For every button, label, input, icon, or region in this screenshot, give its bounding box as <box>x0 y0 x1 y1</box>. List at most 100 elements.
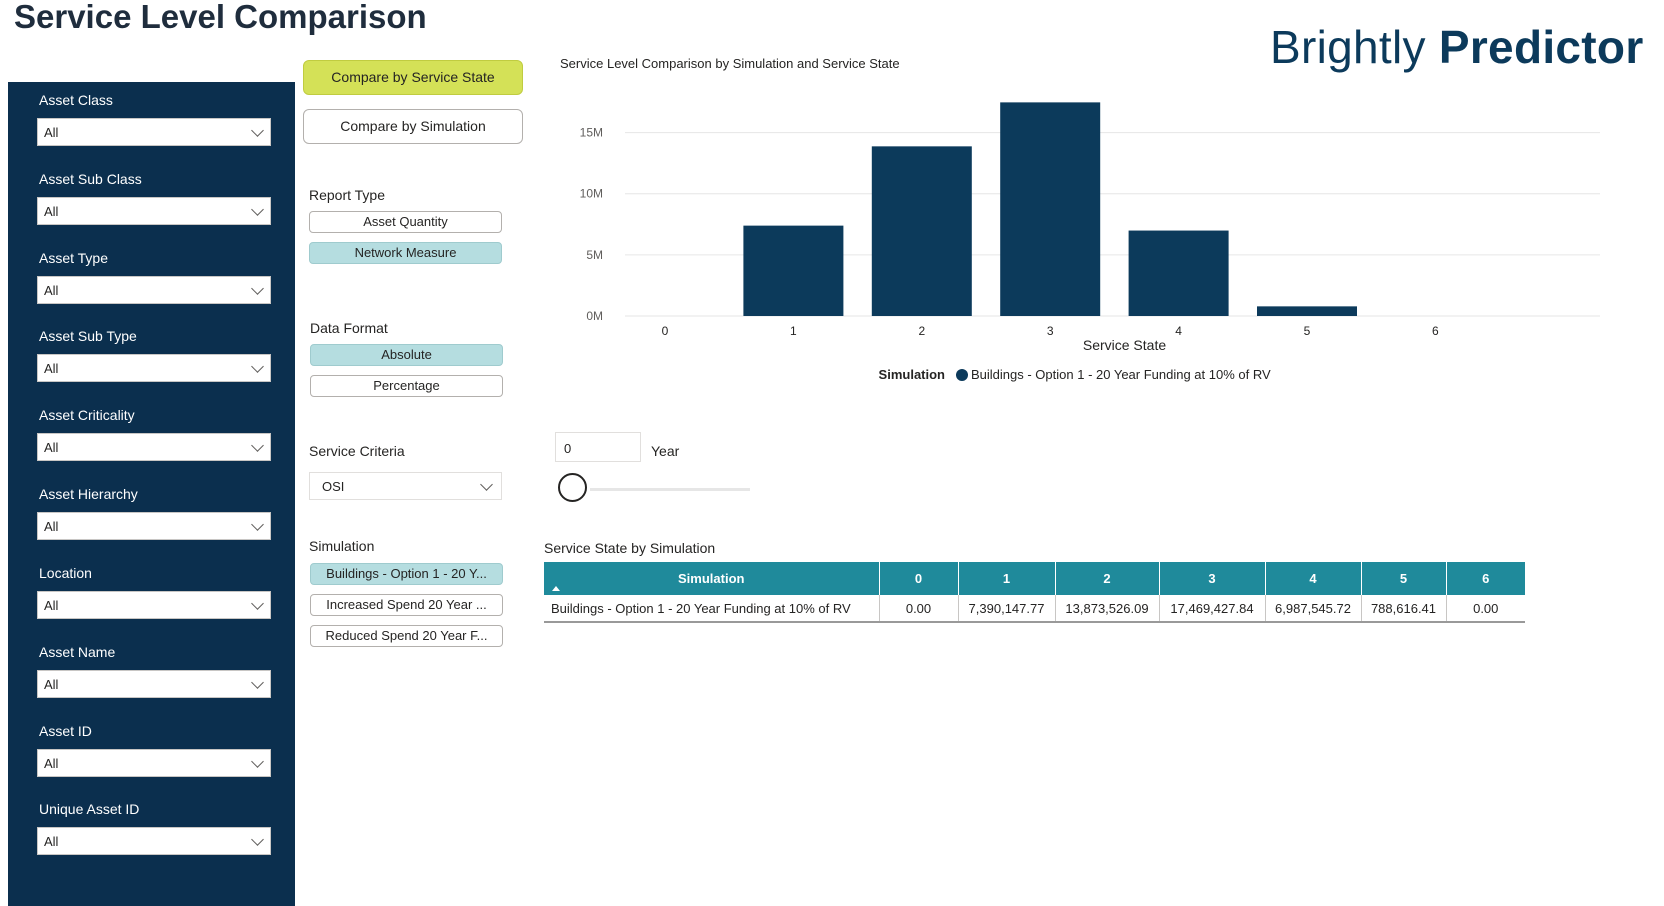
bar-state-2[interactable] <box>871 146 972 316</box>
chart-title: Service Level Comparison by Simulation a… <box>560 56 900 71</box>
table-cell: 788,616.41 <box>1361 595 1447 623</box>
dropdown-value: All <box>44 834 59 849</box>
dropdown-value: All <box>44 756 59 771</box>
x-tick-label: 0 <box>662 324 669 338</box>
compare-by-service-state-button[interactable]: Compare by Service State <box>303 60 523 95</box>
service-criteria-label: Service Criteria <box>309 443 405 459</box>
table-row: Buildings - Option 1 - 20 Year Funding a… <box>544 595 1525 623</box>
simulation-label: Simulation <box>309 538 375 554</box>
dropdown-value: All <box>44 519 59 534</box>
filter-label: Asset Sub Type <box>39 328 137 344</box>
column-header[interactable]: Simulation <box>544 562 880 595</box>
asset-sub-type-dropdown[interactable]: All <box>37 354 271 382</box>
column-header[interactable]: 0 <box>879 562 959 595</box>
service-criteria-value: OSI <box>322 479 345 494</box>
filter-label: Asset Criticality <box>39 407 135 423</box>
column-header[interactable]: 5 <box>1361 562 1447 595</box>
dropdown-value: All <box>44 677 59 692</box>
asset-sub-class-dropdown[interactable]: All <box>37 197 271 225</box>
chevron-down-icon <box>251 676 264 689</box>
service-level-bar-chart: 0M5M10M15MNetwork Measure0123456Service … <box>580 102 1600 382</box>
filter-label: Asset Name <box>39 644 116 660</box>
brand-name-part2: Predictor <box>1438 21 1644 73</box>
legend-marker <box>956 369 968 381</box>
table-cell: 0.00 <box>1446 595 1525 623</box>
location-dropdown[interactable]: All <box>37 591 271 619</box>
data-format-percentage[interactable]: Percentage <box>310 375 503 397</box>
data-format-label: Data Format <box>310 320 388 336</box>
service-state-table: Simulation 0 1 2 3 4 5 6 Buildings - Option 1 -… <box>544 562 1525 623</box>
x-tick-label: 5 <box>1304 324 1311 338</box>
asset-id-dropdown[interactable]: All <box>37 749 271 777</box>
year-slider-handle[interactable] <box>558 473 587 502</box>
filter-label: Location <box>39 565 92 581</box>
asset-class-dropdown[interactable]: All <box>37 118 271 146</box>
asset-type-dropdown[interactable]: All <box>37 276 271 304</box>
chevron-down-icon <box>480 478 493 491</box>
filter-label: Asset Sub Class <box>39 171 142 187</box>
chevron-down-icon <box>251 124 264 137</box>
column-header[interactable]: 1 <box>958 562 1056 595</box>
chevron-down-icon <box>251 518 264 531</box>
year-input[interactable]: 0 <box>555 432 641 462</box>
asset-hierarchy-dropdown[interactable]: All <box>37 512 271 540</box>
y-tick-label: 5M <box>586 248 603 262</box>
chevron-down-icon <box>251 203 264 216</box>
y-tick-label: 0M <box>586 309 603 323</box>
chevron-down-icon <box>251 833 264 846</box>
report-type-asset-quantity[interactable]: Asset Quantity <box>309 211 502 233</box>
asset-criticality-dropdown[interactable]: All <box>37 433 271 461</box>
chevron-down-icon <box>251 597 264 610</box>
brand-name-part1: Brightly <box>1270 21 1439 73</box>
column-header[interactable]: 2 <box>1055 562 1160 595</box>
chevron-down-icon <box>251 439 264 452</box>
chevron-down-icon <box>251 360 264 373</box>
compare-by-simulation-button[interactable]: Compare by Simulation <box>303 109 523 144</box>
bar-state-5[interactable] <box>1257 306 1357 316</box>
brand-logo: Brightly Predictor <box>1270 20 1644 74</box>
year-label: Year <box>651 443 680 459</box>
x-tick-label: 6 <box>1432 324 1439 338</box>
simulation-option-1[interactable]: Buildings - Option 1 - 20 Y... <box>310 563 503 585</box>
dropdown-value: All <box>44 598 59 613</box>
y-tick-label: 10M <box>580 187 603 201</box>
column-header[interactable]: 4 <box>1265 562 1362 595</box>
data-format-absolute[interactable]: Absolute <box>310 344 503 366</box>
dropdown-value: All <box>44 204 59 219</box>
bar-state-1[interactable] <box>743 225 844 316</box>
table-cell: 17,469,427.84 <box>1159 595 1266 623</box>
legend-title: Simulation <box>879 367 946 382</box>
table-header-row: Simulation 0 1 2 3 4 5 6 <box>544 562 1525 595</box>
service-criteria-dropdown[interactable]: OSI <box>309 472 502 500</box>
x-axis-label: Service State <box>1083 337 1166 353</box>
table-cell: 13,873,526.09 <box>1055 595 1160 623</box>
table-cell: Buildings - Option 1 - 20 Year Funding a… <box>544 595 880 623</box>
x-tick-label: 4 <box>1175 324 1182 338</box>
page-title: Service Level Comparison <box>14 0 427 35</box>
report-type-label: Report Type <box>309 187 386 203</box>
chevron-down-icon <box>251 282 264 295</box>
simulation-option-3[interactable]: Reduced Spend 20 Year F... <box>310 625 503 647</box>
dropdown-value: All <box>44 125 59 140</box>
legend-entry[interactable]: Buildings - Option 1 - 20 Year Funding a… <box>971 367 1271 382</box>
table-cell: 0.00 <box>879 595 959 623</box>
dropdown-value: All <box>44 440 59 455</box>
bar-state-3[interactable] <box>1000 102 1101 316</box>
filter-label: Asset Hierarchy <box>39 486 138 502</box>
bar-state-4[interactable] <box>1128 230 1229 316</box>
report-type-network-measure[interactable]: Network Measure <box>309 242 502 264</box>
table-title: Service State by Simulation <box>544 540 716 556</box>
chevron-down-icon <box>251 755 264 768</box>
filter-label: Unique Asset ID <box>39 801 140 817</box>
table-cell: 7,390,147.77 <box>958 595 1056 623</box>
column-header[interactable]: 3 <box>1159 562 1266 595</box>
asset-name-dropdown[interactable]: All <box>37 670 271 698</box>
x-tick-label: 3 <box>1047 324 1054 338</box>
column-header[interactable]: 6 <box>1446 562 1525 595</box>
filter-label: Asset Class <box>39 92 113 108</box>
year-slider-track[interactable] <box>590 488 750 491</box>
simulation-option-2[interactable]: Increased Spend 20 Year ... <box>310 594 503 616</box>
filter-label: Asset Type <box>39 250 109 266</box>
unique-asset-id-dropdown[interactable]: All <box>37 827 271 855</box>
dropdown-value: All <box>44 361 59 376</box>
